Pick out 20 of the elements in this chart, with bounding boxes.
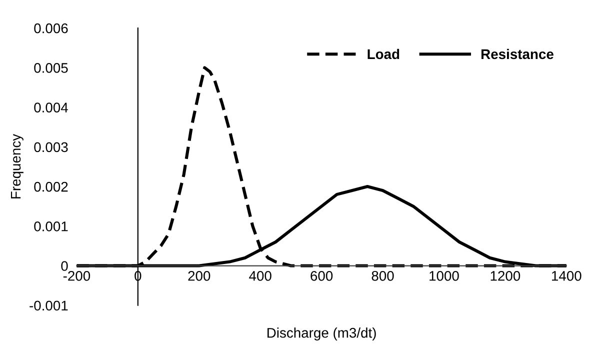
x-tick-label: 800 [372, 270, 394, 281]
y-tick-label: 0.005 [34, 63, 68, 73]
y-tick-label: 0.002 [34, 182, 68, 192]
x-axis-title: Discharge (m3/dt) [268, 328, 376, 340]
y-tick-label: -0.001 [30, 300, 68, 311]
x-tick-label: 1400 [552, 270, 582, 281]
legend-label: Load [368, 48, 400, 60]
y-axis-title: Frequency [10, 134, 24, 198]
y-tick-label: 0.001 [34, 221, 68, 232]
x-tick-label: 600 [310, 270, 333, 281]
x-tick-label: -200 [63, 270, 90, 281]
y-tick-label: 0 [61, 261, 68, 271]
y-tick-label: 0.003 [34, 142, 68, 152]
y-tick-label: 0.006 [34, 23, 68, 34]
x-tick-label: 400 [249, 270, 272, 281]
x-tick-label: 200 [188, 270, 210, 281]
x-tick-label: 1000 [430, 270, 459, 281]
legend-label: Resistance [481, 48, 554, 60]
y-tick-label: 0.004 [34, 102, 68, 112]
x-tick-label: 1200 [490, 270, 520, 281]
